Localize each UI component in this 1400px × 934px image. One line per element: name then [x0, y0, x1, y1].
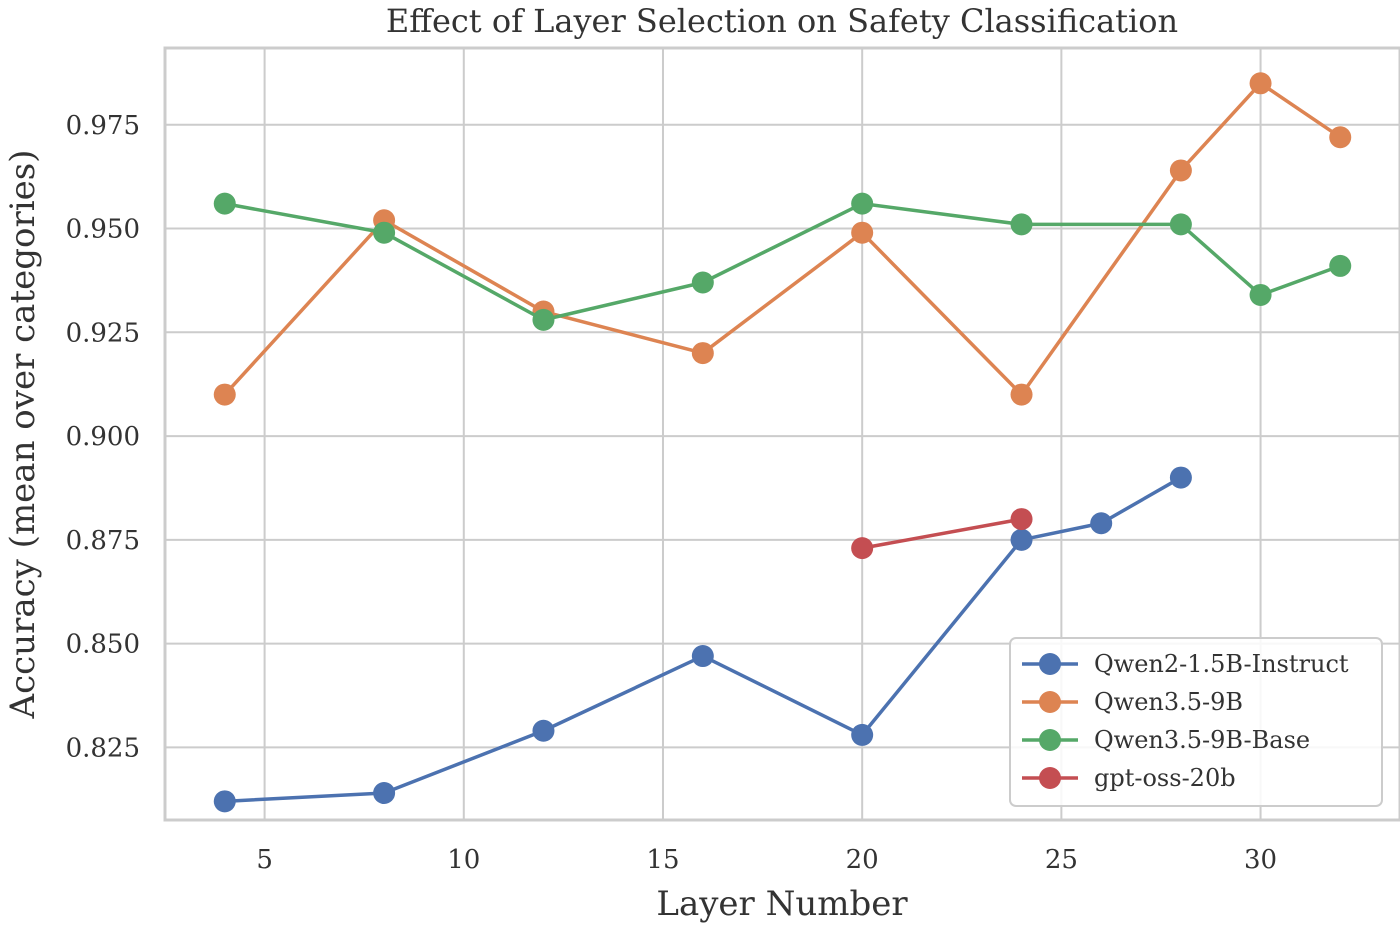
legend-item: Qwen3.5-9B-Base	[1022, 726, 1310, 754]
data-point	[1249, 283, 1272, 306]
x-tick-label: 25	[1045, 845, 1078, 875]
data-point	[1090, 512, 1113, 535]
series-qwen2-1-5b-instruct	[213, 466, 1192, 813]
x-tick-label: 5	[256, 845, 273, 875]
y-axis-title: Accuracy (mean over categories)	[3, 150, 43, 720]
x-tick-label: 30	[1244, 845, 1277, 875]
legend-marker	[1039, 729, 1061, 751]
series-lines	[213, 72, 1352, 813]
x-tick-label: 20	[846, 845, 879, 875]
legend-label: Qwen3.5-9B	[1094, 688, 1243, 716]
legend-marker	[1039, 653, 1061, 675]
legend-label: gpt-oss-20b	[1094, 764, 1236, 792]
y-tick-label: 0.975	[66, 111, 140, 141]
data-point	[532, 719, 555, 742]
data-point	[851, 723, 874, 746]
y-tick-label: 0.950	[66, 215, 140, 245]
series-line	[224, 476, 1182, 804]
series-gpt-oss-20b	[851, 508, 1033, 560]
legend-box	[1009, 637, 1383, 807]
legend-marker	[1039, 691, 1061, 713]
data-point	[532, 308, 555, 331]
data-point	[691, 342, 714, 365]
y-tick-label: 0.825	[66, 733, 140, 763]
legend-item: Qwen2-1.5B-Instruct	[1022, 650, 1349, 678]
data-point	[1169, 466, 1192, 489]
x-axis-title: Layer Number	[656, 884, 908, 924]
data-point	[691, 271, 714, 294]
x-tick-label: 15	[646, 845, 679, 875]
data-point	[1249, 72, 1272, 95]
series-qwen3-5-9b-base	[213, 192, 1352, 331]
data-point	[851, 192, 874, 215]
series-line	[861, 517, 1022, 550]
y-tick-label: 0.925	[66, 318, 140, 348]
x-tick-label: 10	[447, 845, 480, 875]
y-tick-label: 0.850	[66, 630, 140, 660]
data-point	[213, 790, 236, 813]
legend-label: Qwen3.5-9B-Base	[1094, 726, 1310, 754]
data-point	[1010, 508, 1033, 531]
data-point	[691, 645, 714, 668]
data-point	[1329, 126, 1352, 149]
data-point	[1169, 159, 1192, 182]
data-point	[1169, 213, 1192, 236]
data-point	[851, 221, 874, 244]
data-point	[1010, 213, 1033, 236]
data-point	[213, 383, 236, 406]
y-tick-label: 0.875	[66, 526, 140, 556]
grid-lines	[165, 48, 1400, 820]
data-point	[1010, 528, 1033, 551]
y-tick-label: 0.900	[66, 422, 140, 452]
legend-marker	[1039, 767, 1061, 789]
tick-labels: 5 10 15 20 25 30 0.825 0.850 0.875 0.900 0.925 0.95…	[66, 111, 1278, 875]
chart-title: Effect of Layer Selection on Safety Clas…	[386, 2, 1178, 40]
data-point	[213, 192, 236, 215]
legend-label: Qwen2-1.5B-Instruct	[1094, 650, 1349, 678]
data-point	[373, 221, 396, 244]
data-point	[1010, 383, 1033, 406]
legend-item: Qwen3.5-9B	[1022, 688, 1243, 716]
data-point	[1329, 254, 1352, 277]
legend: Qwen2-1.5B-Instruct Qwen3.5-9B Qwen3.5-9B-…	[1009, 637, 1383, 807]
data-point	[373, 782, 396, 805]
legend-item: gpt-oss-20b	[1022, 764, 1236, 792]
data-point	[851, 537, 874, 560]
